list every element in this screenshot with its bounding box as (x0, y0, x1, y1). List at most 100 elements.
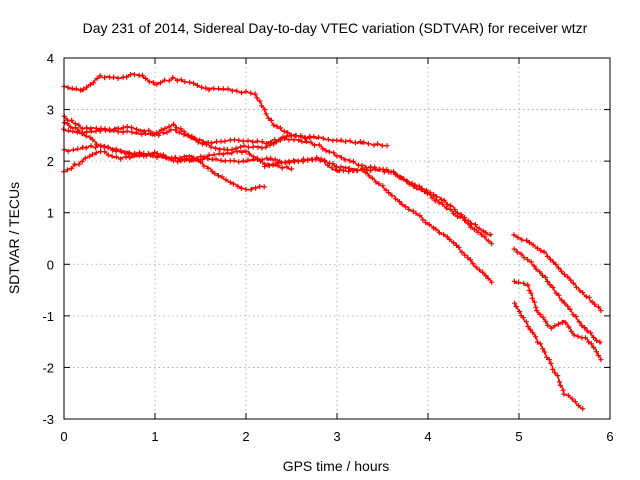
data-point (489, 279, 495, 285)
data-point (279, 165, 285, 171)
data-point (84, 129, 90, 135)
data-point (598, 357, 604, 363)
data-point (225, 86, 231, 92)
data-point (148, 152, 154, 158)
data-point (314, 155, 320, 161)
data-point (257, 183, 263, 190)
data-point (202, 154, 208, 160)
data-point (192, 135, 198, 141)
data-point (594, 338, 600, 344)
data-point (565, 274, 571, 280)
data-point (89, 151, 96, 157)
data-point (553, 261, 559, 267)
data-point (311, 142, 317, 148)
data-point (401, 176, 407, 182)
data-point (583, 294, 589, 300)
data-point (243, 149, 249, 155)
data-point (394, 172, 400, 178)
data-point (176, 129, 182, 135)
data-point (561, 271, 567, 277)
data-point (570, 312, 576, 318)
data-point (482, 234, 488, 240)
series-sat-a (61, 72, 313, 141)
x-axis-label: GPS time / hours (283, 458, 390, 474)
data-point (331, 150, 337, 156)
data-point (302, 135, 308, 141)
data-point (456, 244, 462, 250)
data-point (472, 222, 478, 228)
data-point (575, 333, 581, 339)
data-point (80, 86, 87, 92)
axis-ticks: 0 1 2 3 4 5 6 -3 -2 -1 0 1 2 3 4 (42, 51, 613, 444)
plot-area (61, 72, 604, 412)
data-point (243, 88, 249, 94)
data-point (65, 127, 71, 134)
data-point (245, 138, 251, 144)
data-point (580, 290, 586, 296)
data-point (352, 139, 358, 146)
data-point (311, 134, 317, 140)
data-point (377, 166, 383, 172)
data-point (113, 154, 119, 160)
data-point (281, 128, 287, 134)
data-point (105, 152, 111, 158)
data-point (79, 159, 85, 165)
data-point (235, 183, 241, 189)
data-point (544, 253, 551, 259)
data-point (333, 166, 339, 172)
data-point (241, 143, 247, 149)
data-point (201, 163, 207, 169)
data-point (433, 226, 439, 232)
data-point (552, 370, 558, 376)
chart-title: Day 231 of 2014, Sidereal Day-to-day VTE… (83, 20, 588, 36)
data-point (120, 124, 126, 131)
data-point (405, 179, 411, 185)
data-point (267, 142, 273, 148)
data-point (325, 136, 331, 142)
y-tick-label: 4 (47, 51, 54, 66)
data-point (97, 73, 103, 79)
data-point (380, 183, 386, 189)
data-point (65, 84, 71, 91)
data-point (452, 207, 458, 213)
data-point (555, 265, 562, 271)
data-point (563, 320, 569, 326)
data-point (88, 125, 94, 131)
data-point (538, 248, 544, 254)
data-point (597, 339, 603, 345)
series-sat-d (61, 126, 495, 285)
data-point (257, 98, 263, 104)
series-sat-f (61, 143, 267, 193)
data-point (90, 80, 96, 86)
data-point (557, 382, 563, 388)
data-point (265, 115, 272, 121)
data-point (87, 134, 93, 140)
data-point (288, 166, 295, 172)
data-point (277, 137, 283, 143)
data-point (112, 126, 118, 132)
data-point (409, 180, 415, 187)
data-point (560, 387, 566, 393)
data-point (476, 225, 482, 231)
data-point (513, 304, 519, 310)
data-point (461, 214, 468, 221)
data-point (87, 153, 93, 159)
data-point (591, 344, 597, 351)
data-point (398, 174, 404, 180)
data-point (534, 245, 541, 251)
data-point (322, 158, 328, 164)
data-point (531, 263, 537, 269)
data-point (558, 268, 564, 274)
data-point (115, 75, 121, 81)
data-point (423, 220, 429, 226)
data-point (540, 346, 546, 352)
y-tick-label: 0 (47, 257, 54, 272)
data-point (429, 195, 435, 201)
data-point (566, 324, 572, 330)
data-point (169, 155, 175, 161)
data-point (259, 103, 265, 109)
data-point (511, 246, 517, 252)
data-point (485, 238, 491, 244)
data-point (209, 168, 215, 174)
data-point (403, 204, 409, 210)
